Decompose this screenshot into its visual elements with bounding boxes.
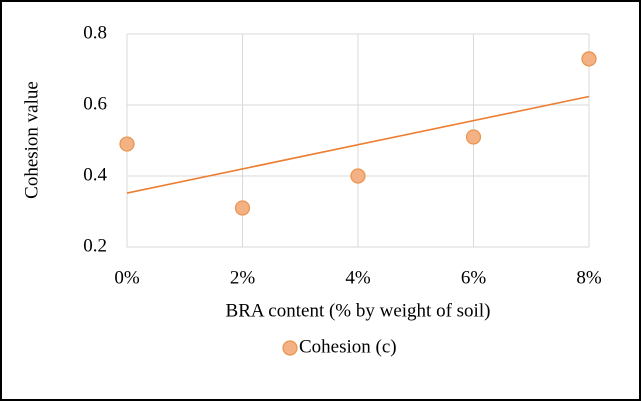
x-tick-label: 8%	[576, 267, 602, 288]
x-tick-label: 0%	[114, 267, 140, 288]
data-point	[234, 200, 251, 216]
trendline	[126, 95, 590, 194]
legend-label: Cohesion (c)	[299, 336, 397, 357]
x-tick-label: 4%	[345, 267, 371, 288]
x-tick-label: 6%	[461, 267, 487, 288]
x-tick-label: 2%	[230, 267, 256, 288]
data-point	[119, 136, 135, 152]
y-tick-label: 0.6	[83, 93, 107, 114]
y-tick-label: 0.2	[83, 235, 107, 256]
data-point	[465, 129, 482, 145]
y-tick-label: 0.8	[83, 22, 107, 43]
y-axis-label: Cohesion value	[21, 81, 42, 199]
data-point	[350, 168, 366, 184]
x-axis-label: BRA content (% by weight of soil)	[226, 300, 491, 321]
data-point	[581, 51, 597, 67]
legend-marker	[282, 340, 298, 356]
y-tick-label: 0.4	[83, 164, 107, 185]
